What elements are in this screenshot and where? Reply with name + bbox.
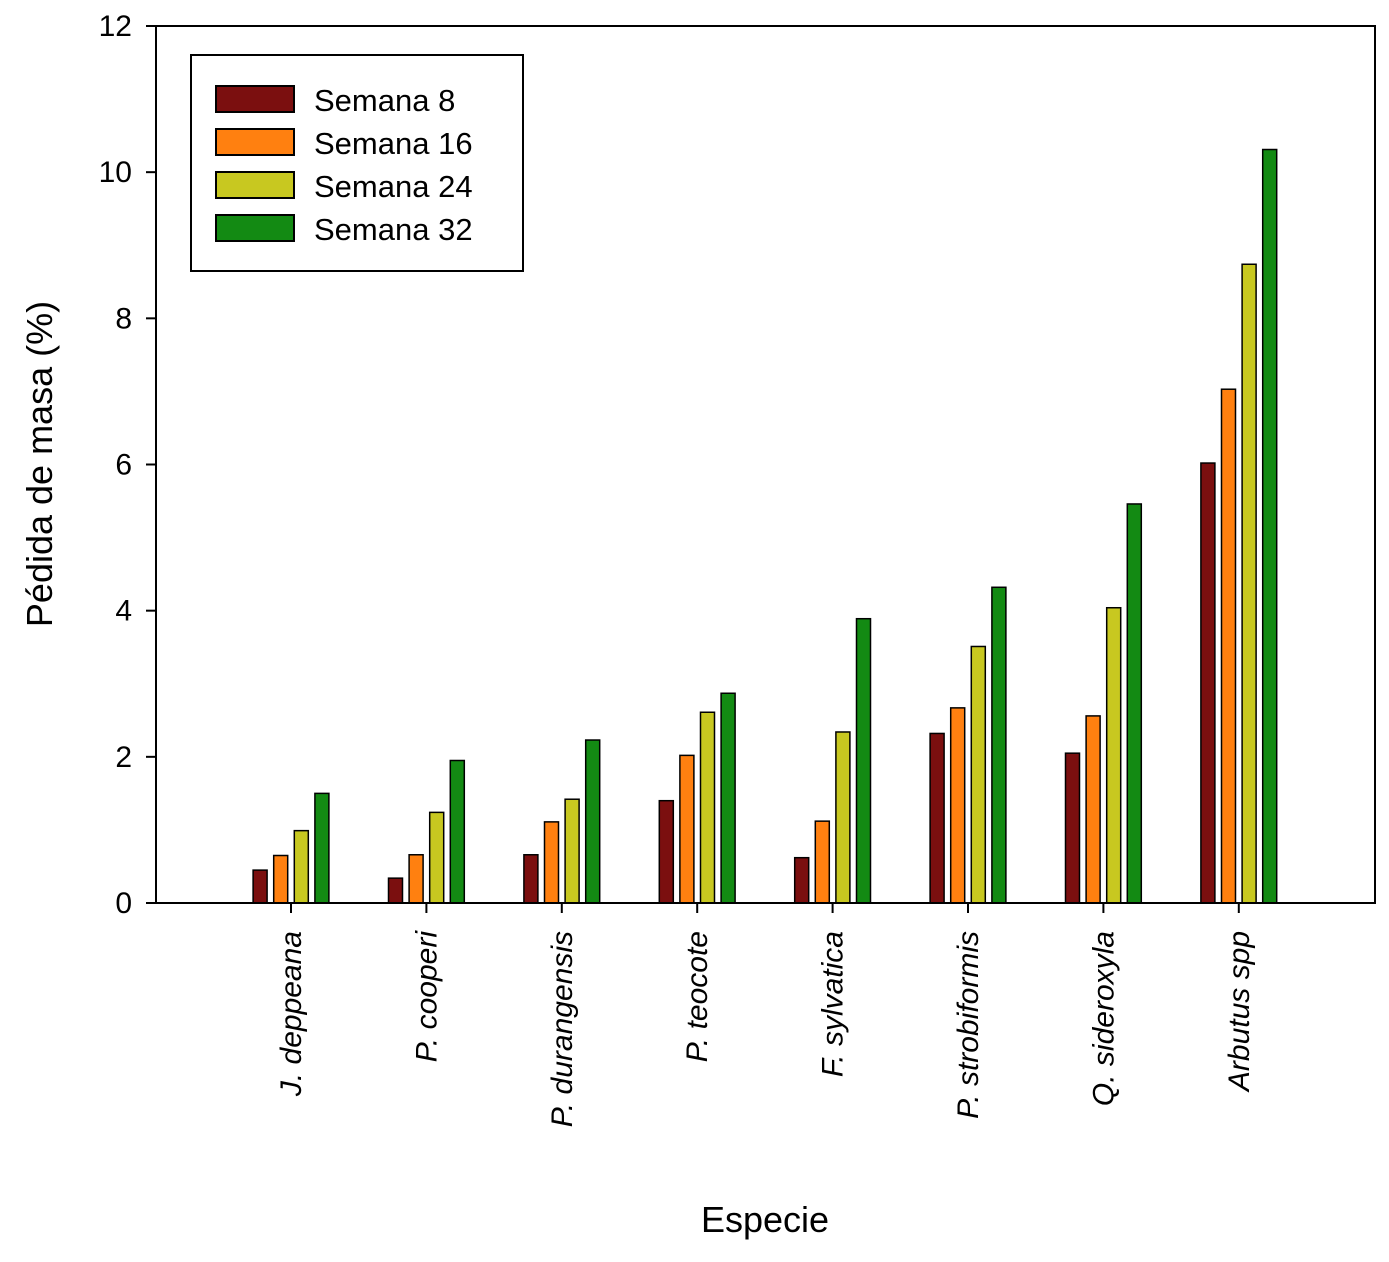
bar-semana-8-2 [387, 877, 404, 904]
bar-semana-8-6 [929, 732, 945, 904]
bar-semana-32-6 [991, 586, 1007, 904]
bar-semana-32-2 [449, 759, 466, 904]
bar-semana-32-4 [720, 692, 736, 904]
x-axis-title: Especie [701, 1199, 829, 1240]
bar-semana-8-4 [658, 799, 675, 904]
bar-semana-24-1 [293, 829, 310, 904]
legend: Semana 8 Semana 16 Semana 24 Semana 32 [190, 54, 524, 272]
bar-semana-8-5 [793, 856, 810, 904]
bar-semana-24-2 [428, 811, 445, 904]
bar-semana-16-5 [814, 820, 831, 904]
legend-label: Semana 8 [314, 83, 455, 118]
bar-semana-32-7 [1126, 503, 1143, 904]
bar-semana-16-2 [408, 854, 424, 904]
y-tick-label: 0 [115, 887, 132, 920]
x-tick-label: P. cooperi [410, 930, 443, 1063]
y-tick-label: 10 [99, 156, 132, 189]
x-tick-label: J. deppeana [275, 931, 308, 1097]
bar-semana-16-7 [1085, 715, 1101, 904]
bar-semana-32-3 [584, 739, 601, 904]
bar-semana-32-5 [855, 617, 872, 904]
x-tick-label: P. durangensis [546, 931, 579, 1127]
y-tick-label: 6 [115, 449, 132, 482]
legend-swatch [215, 128, 295, 156]
y-axis: 0 2 4 6 8 10 12 [99, 10, 156, 920]
y-tick-label: 12 [99, 10, 132, 43]
legend-swatch [215, 171, 295, 199]
x-tick-label: P. teocote [681, 931, 714, 1062]
bar-semana-8-1 [252, 869, 268, 904]
bar-semana-24-3 [564, 798, 580, 904]
x-tick-label: Q. sideroxyla [1087, 931, 1120, 1106]
bar-semana-8-8 [1200, 462, 1216, 904]
legend-label: Semana 24 [314, 169, 473, 204]
bar-semana-16-3 [543, 821, 560, 904]
y-tick-label: 2 [115, 741, 132, 774]
bar-semana-32-8 [1261, 148, 1278, 904]
y-tick-label: 8 [115, 302, 132, 335]
bar-semana-24-8 [1241, 263, 1257, 904]
bar-semana-8-3 [523, 854, 539, 904]
y-axis-title: Pédida de masa (%) [19, 301, 60, 627]
x-tick-label: F. sylvatica [817, 931, 850, 1077]
x-axis: J. deppeana P. cooperi P. durangensis P. te… [275, 903, 1256, 1127]
bar-semana-8-7 [1064, 752, 1081, 904]
legend-label: Semana 16 [314, 126, 473, 161]
bar-semana-24-7 [1105, 606, 1122, 904]
bar-semana-16-4 [679, 754, 695, 904]
x-tick-label: Arbutus spp [1223, 931, 1256, 1093]
bar-semana-24-5 [835, 731, 851, 904]
legend-swatch [215, 214, 295, 242]
legend-label: Semana 32 [314, 212, 473, 247]
bar-semana-16-8 [1220, 388, 1237, 904]
y-tick-label: 4 [115, 595, 132, 628]
bar-semana-16-6 [949, 707, 966, 904]
x-tick-label: P. strobiformis [952, 931, 985, 1119]
bar-semana-24-4 [699, 711, 716, 904]
bar-semana-16-1 [272, 854, 289, 904]
bar-semana-24-6 [970, 645, 987, 904]
bar-semana-32-1 [314, 792, 330, 904]
bars-group [252, 148, 1278, 904]
legend-swatch [215, 85, 295, 113]
